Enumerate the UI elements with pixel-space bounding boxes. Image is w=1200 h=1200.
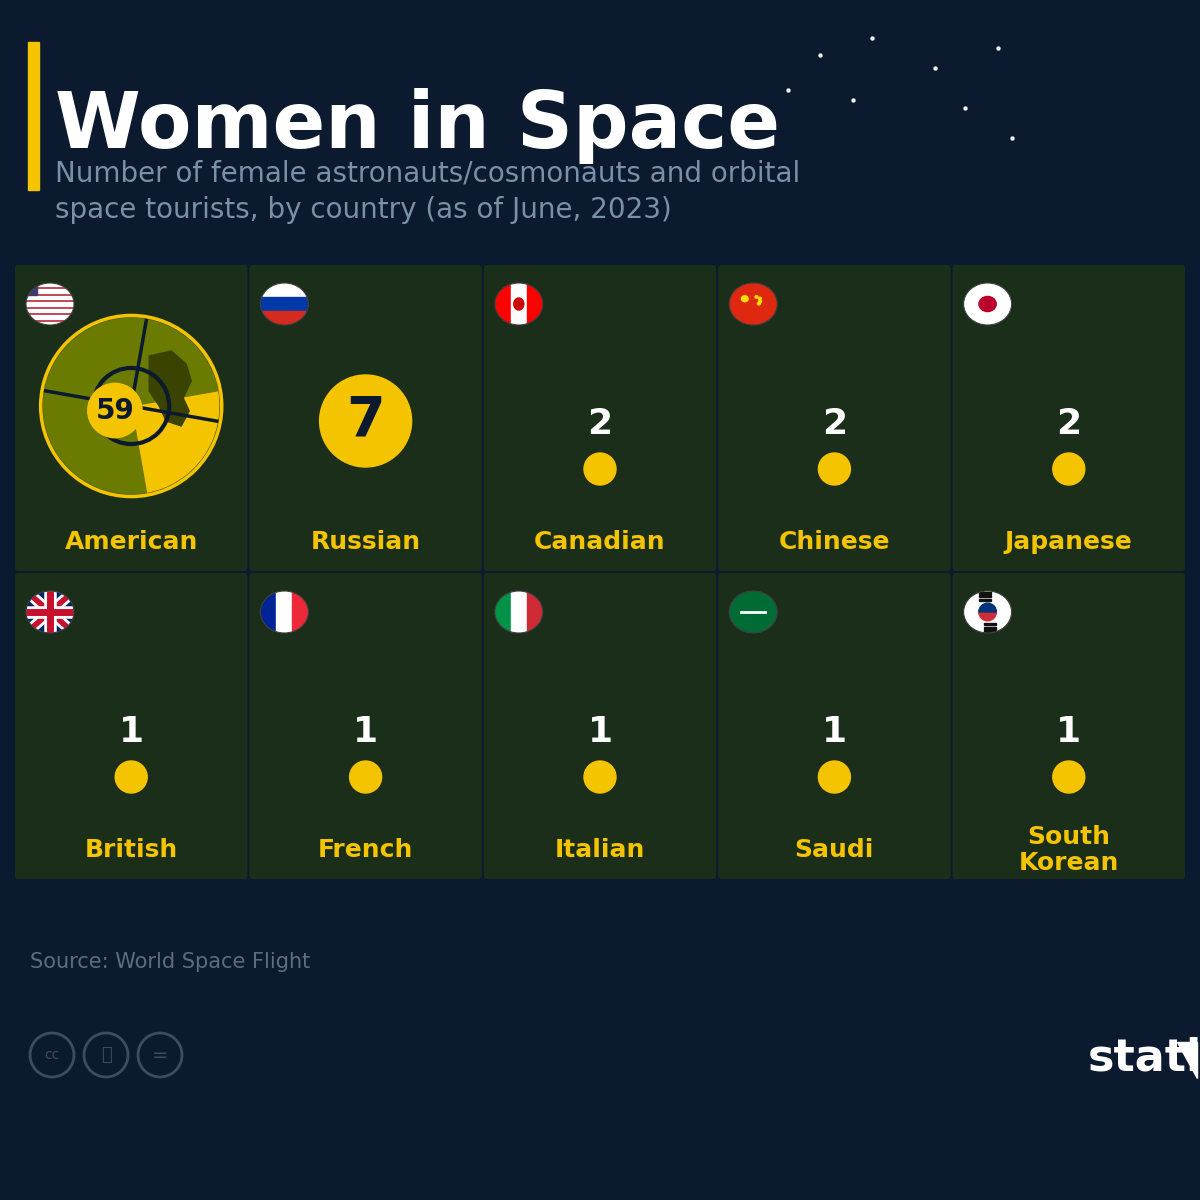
Bar [260,296,308,312]
Ellipse shape [758,300,762,302]
Bar [26,302,74,306]
FancyBboxPatch shape [718,265,950,571]
Text: Women in Space: Women in Space [55,88,780,164]
Circle shape [88,383,142,438]
Text: 1: 1 [353,715,378,749]
Circle shape [818,452,851,485]
Text: 7: 7 [347,394,385,448]
FancyBboxPatch shape [484,572,716,878]
Bar [527,590,544,634]
Bar [494,283,511,325]
Text: 1: 1 [588,715,612,749]
FancyBboxPatch shape [953,572,1186,878]
Bar [276,590,293,634]
Ellipse shape [962,282,1013,326]
Ellipse shape [25,590,74,634]
Bar [984,623,996,625]
Wedge shape [979,604,996,612]
Polygon shape [149,350,191,426]
FancyBboxPatch shape [250,572,482,878]
Ellipse shape [514,298,523,310]
Ellipse shape [758,298,761,300]
Circle shape [584,761,616,793]
Bar [979,595,991,598]
Text: 2: 2 [822,407,847,440]
Polygon shape [1177,1042,1198,1078]
Ellipse shape [979,296,996,312]
Text: British: British [84,838,178,862]
Text: Chinese: Chinese [779,530,890,554]
Bar [511,590,528,634]
Ellipse shape [728,282,779,326]
Text: 59: 59 [96,396,134,425]
Text: Japanese: Japanese [1004,530,1133,554]
Ellipse shape [757,302,761,305]
Text: ⓘ: ⓘ [101,1046,112,1064]
Bar [260,311,308,326]
Bar [511,283,528,325]
Bar [984,626,996,629]
Text: statista: statista [1088,1037,1200,1080]
Ellipse shape [25,282,74,326]
Bar [26,308,74,312]
Circle shape [1052,452,1085,485]
Bar [260,283,308,298]
Bar [984,630,996,632]
FancyBboxPatch shape [484,265,716,571]
Bar [260,590,277,634]
Wedge shape [43,318,217,493]
Text: 1: 1 [1056,715,1081,749]
Wedge shape [131,391,218,492]
FancyBboxPatch shape [14,265,247,571]
Ellipse shape [962,590,1013,634]
Bar [26,322,74,325]
Text: 2: 2 [1056,407,1081,440]
Ellipse shape [755,295,758,298]
Bar [979,592,991,594]
Text: American: American [65,530,198,554]
Text: Russian: Russian [311,530,421,554]
Text: =: = [151,1045,168,1064]
Bar [26,289,74,293]
Bar [26,283,37,294]
Wedge shape [979,612,996,620]
Text: 2: 2 [588,407,612,440]
FancyBboxPatch shape [14,572,247,878]
Bar [494,590,511,634]
FancyBboxPatch shape [953,265,1186,571]
Text: cc: cc [44,1048,60,1062]
Text: Canadian: Canadian [534,530,666,554]
Circle shape [818,761,851,793]
Bar [28,42,38,190]
Bar [26,316,74,318]
FancyBboxPatch shape [250,265,482,571]
Text: 1: 1 [822,715,847,749]
Text: 1: 1 [119,715,144,749]
Text: Number of female astronauts/cosmonauts and orbital
space tourists, by country (a: Number of female astronauts/cosmonauts a… [55,160,800,223]
Circle shape [41,316,222,497]
Bar [527,283,544,325]
Bar [979,599,991,601]
Circle shape [1052,761,1085,793]
Circle shape [115,761,148,793]
Text: Italian: Italian [554,838,646,862]
Bar [293,590,310,634]
Ellipse shape [728,590,779,634]
FancyBboxPatch shape [718,572,950,878]
Bar [26,283,74,287]
Text: Saudi: Saudi [794,838,874,862]
Text: Source: World Space Flight: Source: World Space Flight [30,952,311,972]
Circle shape [349,761,382,793]
Text: French: French [318,838,413,862]
Ellipse shape [742,296,748,301]
Circle shape [319,374,412,467]
Circle shape [584,452,616,485]
Bar [26,296,74,299]
Text: South
Korean: South Korean [1019,826,1118,875]
